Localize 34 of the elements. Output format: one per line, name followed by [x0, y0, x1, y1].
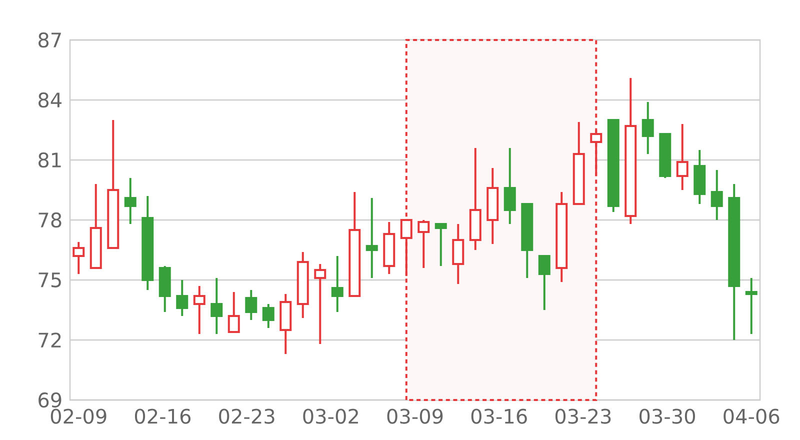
candlestick — [728, 183, 740, 341]
x-tick-label: 03-23 — [555, 408, 611, 424]
candlestick — [452, 223, 464, 285]
candlestick — [210, 277, 223, 335]
y-tick-label: 81 — [38, 152, 61, 168]
x-tick-label: 02-09 — [50, 408, 106, 424]
x-tick-label: 03-09 — [387, 408, 443, 424]
y-tick-label: 84 — [38, 92, 62, 108]
candlestick — [296, 251, 309, 319]
candlestick — [676, 123, 688, 191]
candlestick — [469, 147, 482, 251]
candlestick — [486, 167, 499, 245]
y-tick-label: 75 — [38, 272, 61, 288]
candlestick — [745, 277, 758, 335]
candlestick — [504, 147, 516, 225]
candlestick — [124, 176, 136, 225]
candlestick — [694, 149, 706, 205]
y-tick-label: 87 — [38, 32, 61, 48]
x-tick-label: 03-16 — [471, 408, 527, 424]
candlestick — [556, 190, 568, 283]
candlestick — [331, 255, 344, 313]
candlestick — [142, 195, 154, 291]
candlestick — [366, 197, 378, 279]
candlestick — [193, 285, 206, 335]
x-tick-label: 03-30 — [640, 408, 696, 424]
x-tick-label: 02-16 — [134, 408, 191, 424]
y-tick-label: 69 — [38, 392, 62, 408]
candlestick — [710, 169, 723, 221]
y-tick-label: 72 — [38, 332, 61, 348]
x-tick-label: 03-02 — [303, 408, 358, 424]
candlestick — [642, 101, 654, 155]
y-tick-label: 78 — [38, 212, 62, 228]
x-tick-label: 04-06 — [724, 408, 780, 424]
x-tick-label: 02-23 — [219, 408, 274, 424]
